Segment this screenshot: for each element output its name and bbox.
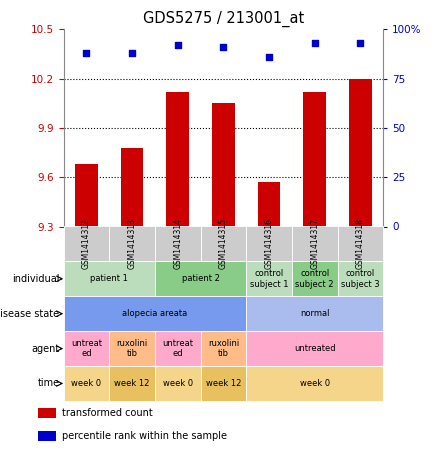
Text: GSM1414313: GSM1414313: [127, 218, 137, 270]
Bar: [212, 103, 235, 226]
Bar: [109, 331, 155, 366]
Text: untreat
ed: untreat ed: [71, 339, 102, 358]
Point: [311, 39, 318, 47]
Text: control
subject 3: control subject 3: [341, 269, 380, 289]
Text: individual: individual: [12, 274, 60, 284]
Bar: [338, 261, 383, 296]
Bar: [303, 92, 326, 226]
Bar: [64, 226, 109, 261]
Bar: [201, 331, 246, 366]
Point: [174, 42, 181, 49]
Bar: [64, 331, 109, 366]
Text: control
subject 2: control subject 2: [296, 269, 334, 289]
Title: GDS5275 / 213001_at: GDS5275 / 213001_at: [143, 10, 304, 27]
Bar: [338, 226, 383, 261]
Text: disease state: disease state: [0, 308, 60, 319]
Bar: [109, 366, 155, 401]
Bar: [258, 182, 280, 226]
Bar: [292, 226, 338, 261]
Text: GSM1414317: GSM1414317: [310, 218, 319, 270]
Bar: [349, 79, 372, 226]
Text: week 0: week 0: [300, 379, 330, 388]
Text: patient 1: patient 1: [90, 275, 128, 283]
Bar: [155, 331, 201, 366]
Bar: [246, 296, 383, 331]
Bar: [155, 366, 201, 401]
Text: normal: normal: [300, 309, 329, 318]
Point: [128, 49, 135, 57]
Bar: [201, 366, 246, 401]
Point: [357, 39, 364, 47]
Bar: [155, 226, 201, 261]
Bar: [201, 226, 246, 261]
Bar: [246, 366, 383, 401]
Bar: [38, 431, 56, 441]
Text: GSM1414312: GSM1414312: [82, 218, 91, 270]
Point: [220, 43, 227, 51]
Bar: [64, 366, 109, 401]
Text: GSM1414314: GSM1414314: [173, 218, 182, 270]
Text: control
subject 1: control subject 1: [250, 269, 288, 289]
Text: GSM1414318: GSM1414318: [356, 218, 365, 270]
Point: [83, 49, 90, 57]
Bar: [109, 226, 155, 261]
Bar: [64, 296, 246, 331]
Text: patient 2: patient 2: [182, 275, 219, 283]
Text: week 0: week 0: [162, 379, 193, 388]
Text: agent: agent: [31, 343, 60, 354]
Bar: [166, 92, 189, 226]
Text: untreat
ed: untreat ed: [162, 339, 193, 358]
Text: week 12: week 12: [114, 379, 150, 388]
Bar: [246, 226, 292, 261]
Bar: [246, 331, 383, 366]
Bar: [246, 261, 292, 296]
Text: time: time: [37, 378, 60, 389]
Bar: [64, 261, 155, 296]
Bar: [155, 261, 246, 296]
Text: alopecia areata: alopecia areata: [122, 309, 187, 318]
Text: percentile rank within the sample: percentile rank within the sample: [62, 431, 227, 441]
Bar: [38, 408, 56, 418]
Text: ruxolini
tib: ruxolini tib: [208, 339, 239, 358]
Text: ruxolini
tib: ruxolini tib: [117, 339, 148, 358]
Point: [265, 53, 272, 61]
Text: transformed count: transformed count: [62, 408, 152, 418]
Bar: [75, 164, 98, 226]
Bar: [292, 261, 338, 296]
Text: GSM1414315: GSM1414315: [219, 218, 228, 270]
Text: week 12: week 12: [206, 379, 241, 388]
Text: GSM1414316: GSM1414316: [265, 218, 274, 270]
Text: untreated: untreated: [294, 344, 336, 353]
Text: week 0: week 0: [71, 379, 102, 388]
Bar: [120, 148, 143, 226]
